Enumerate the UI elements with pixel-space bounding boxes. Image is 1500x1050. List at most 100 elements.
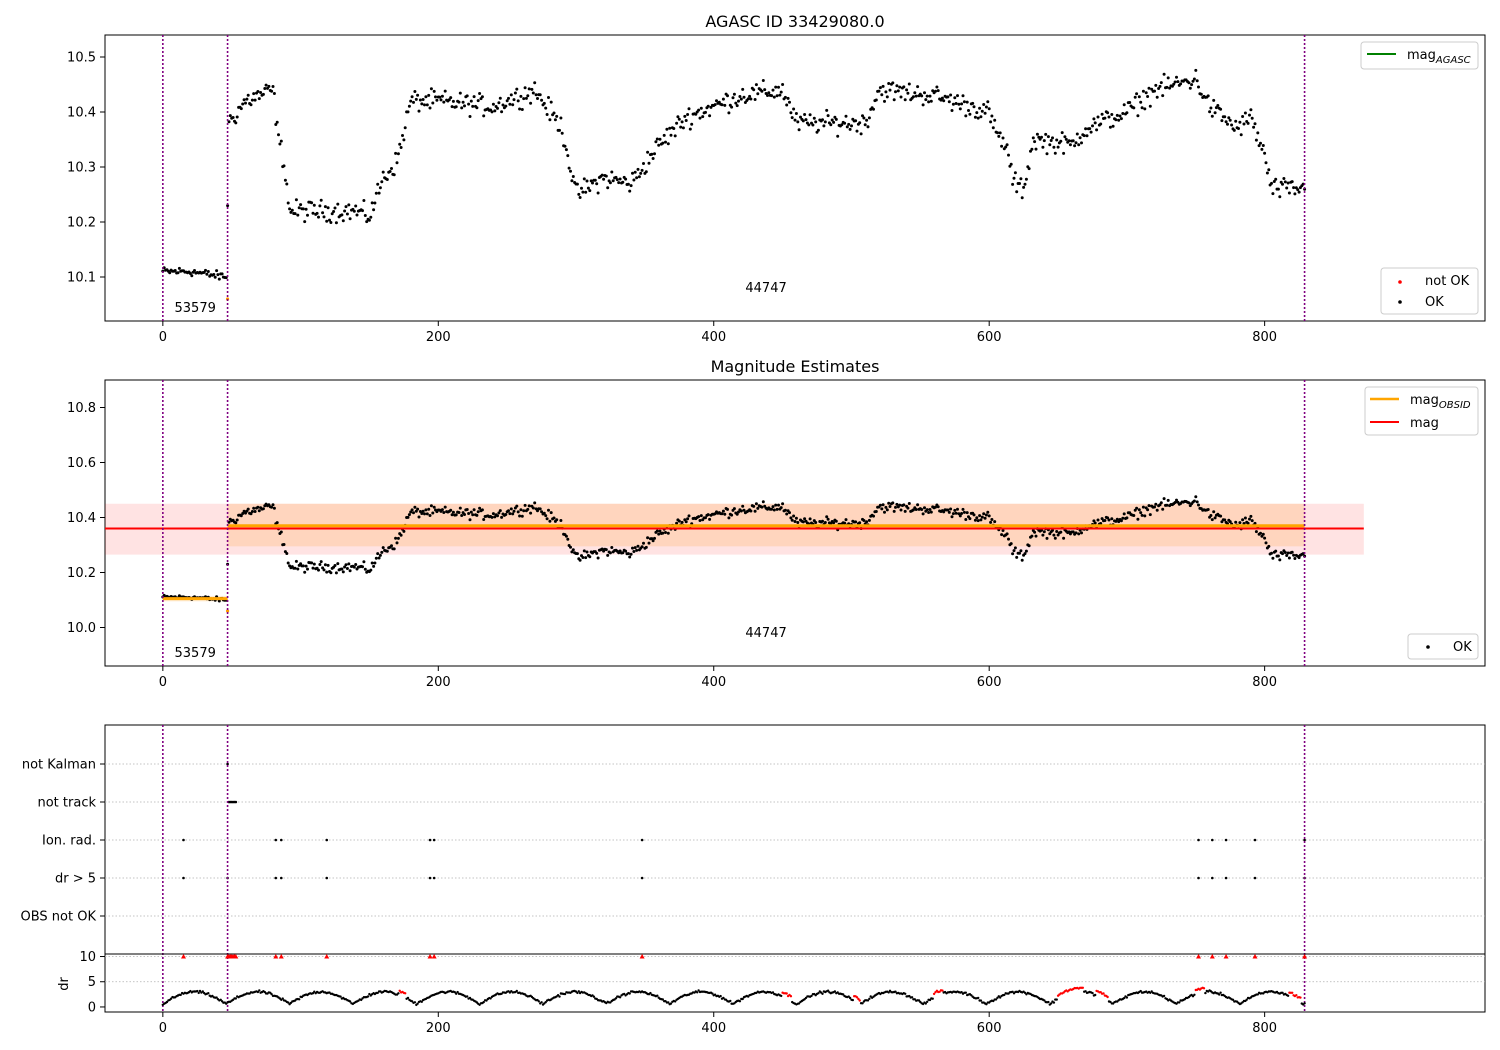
ok-point (519, 94, 523, 98)
ok-point (701, 115, 705, 119)
ok-point (706, 104, 710, 108)
flag-marker (640, 876, 644, 880)
ok-point (1192, 77, 1196, 81)
ok-point (887, 501, 891, 505)
ok-point (925, 94, 929, 98)
ok-point (272, 92, 276, 95)
ok-point (1165, 503, 1169, 507)
dr-point-flagged (1291, 991, 1294, 994)
ok-point (686, 113, 690, 116)
ok-point (742, 508, 746, 512)
ok-point (814, 120, 818, 124)
flag-marker (432, 876, 436, 880)
ok-point (786, 96, 790, 100)
x-tick-label: 0 (159, 1021, 167, 1036)
ok-point (1106, 111, 1110, 115)
ok-point (442, 511, 446, 514)
ok-point (953, 508, 957, 512)
ok-point (914, 94, 918, 98)
ok-point (559, 519, 563, 522)
ok-point (1011, 552, 1015, 556)
ok-point (796, 521, 800, 524)
ok-point (934, 89, 937, 93)
ok-point (834, 519, 838, 523)
obsid-label: 53579 (175, 646, 216, 661)
ok-point (739, 509, 743, 513)
ok-point (936, 505, 940, 509)
dr-point (999, 996, 1002, 999)
ok-point (1248, 517, 1251, 521)
ok-point (538, 93, 542, 97)
ok-point (1062, 151, 1066, 155)
ok-point (1059, 139, 1063, 143)
ok-point (294, 559, 298, 563)
ok-point (698, 519, 702, 522)
ok-point (304, 564, 308, 568)
dr-point (669, 1002, 673, 1005)
ok-point (1286, 181, 1290, 185)
ok-point (547, 96, 550, 99)
ok-point (821, 118, 824, 122)
dr-point (1281, 991, 1284, 994)
ok-point (1103, 519, 1107, 522)
dr-point (964, 991, 967, 994)
ok-point (578, 196, 582, 199)
dr-point (485, 999, 488, 1002)
flag-marker (226, 762, 229, 766)
ok-point (867, 518, 871, 522)
ok-point (942, 510, 946, 514)
flag-marker (1224, 876, 1228, 880)
ok-point (596, 556, 600, 560)
ok-point (646, 150, 650, 154)
ok-point (395, 541, 399, 545)
ok-point (713, 103, 717, 107)
ok-point (257, 97, 261, 101)
ok-point (1068, 143, 1072, 147)
ok-point (1115, 113, 1119, 117)
ok-point (1064, 137, 1068, 141)
ok-point (465, 508, 469, 511)
panel2-axes: 0 200 400 600 800 10.0 10.2 10.4 10.6 10.8 (67, 401, 1277, 690)
ok-point (779, 90, 783, 94)
ok-point (752, 88, 756, 92)
ok-point (1161, 94, 1165, 98)
ok-point (781, 502, 785, 506)
ok-point (881, 84, 885, 88)
ok-point (657, 143, 661, 147)
ok-point (480, 95, 484, 99)
legend-ok-label: OK (1425, 295, 1444, 310)
flag-marker (274, 876, 278, 880)
ok-point (1018, 182, 1021, 185)
ok-point (799, 115, 802, 119)
legend-mag-label: mag (1410, 416, 1439, 431)
dr-point (1094, 993, 1097, 997)
ok-point (425, 512, 429, 516)
ok-point (542, 511, 546, 515)
dr-point (256, 990, 260, 994)
ok-point (559, 116, 563, 120)
ok-point (555, 518, 559, 522)
dr-point (797, 1002, 801, 1005)
ok-point (1013, 546, 1017, 550)
ok-point (296, 213, 300, 217)
ok-point (323, 563, 327, 567)
ok-point (552, 111, 556, 115)
dr-point-flagged (404, 992, 407, 995)
dr-point (924, 1002, 927, 1005)
ok-point (354, 204, 358, 208)
ok-point (370, 561, 374, 565)
ok-point (906, 91, 910, 95)
ok-point (975, 516, 979, 520)
ok-point (1252, 125, 1256, 129)
ok-point (1283, 551, 1287, 554)
ok-point (1000, 144, 1004, 148)
ok-point (512, 98, 516, 102)
ok-point (1173, 80, 1177, 84)
ok-point (907, 82, 911, 86)
y-tick-label: 10.5 (67, 51, 96, 66)
ok-point (303, 220, 307, 224)
ok-point (1191, 79, 1195, 83)
ok-point (1110, 113, 1114, 116)
ok-point (906, 506, 910, 510)
ok-point (611, 179, 615, 183)
